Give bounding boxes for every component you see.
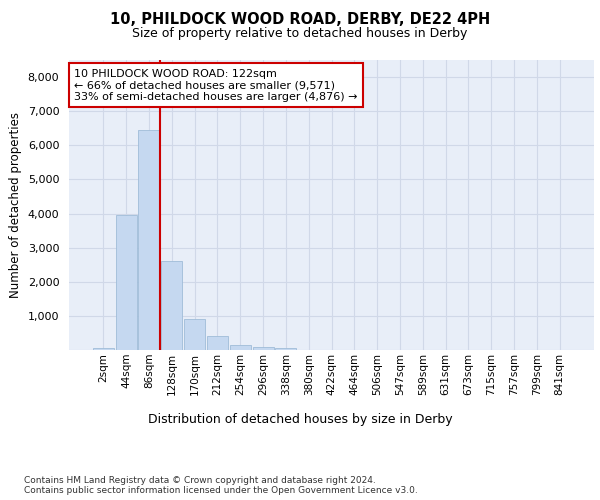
Bar	[230, 345, 251, 350]
Text: 10 PHILDOCK WOOD ROAD: 122sqm
← 66% of detached houses are smaller (9,571)
33% o: 10 PHILDOCK WOOD ROAD: 122sqm ← 66% of d…	[74, 68, 358, 102]
Bar	[93, 348, 114, 350]
Text: Distribution of detached houses by size in Derby: Distribution of detached houses by size …	[148, 412, 452, 426]
Bar	[207, 336, 228, 350]
Text: 10, PHILDOCK WOOD ROAD, DERBY, DE22 4PH: 10, PHILDOCK WOOD ROAD, DERBY, DE22 4PH	[110, 12, 490, 28]
Y-axis label: Number of detached properties: Number of detached properties	[9, 112, 22, 298]
Text: Size of property relative to detached houses in Derby: Size of property relative to detached ho…	[133, 28, 467, 40]
Bar	[253, 348, 274, 350]
Bar	[161, 262, 182, 350]
Text: Contains HM Land Registry data © Crown copyright and database right 2024.
Contai: Contains HM Land Registry data © Crown c…	[24, 476, 418, 495]
Bar	[139, 130, 160, 350]
Bar	[184, 320, 205, 350]
Bar	[116, 215, 137, 350]
Bar	[275, 348, 296, 350]
